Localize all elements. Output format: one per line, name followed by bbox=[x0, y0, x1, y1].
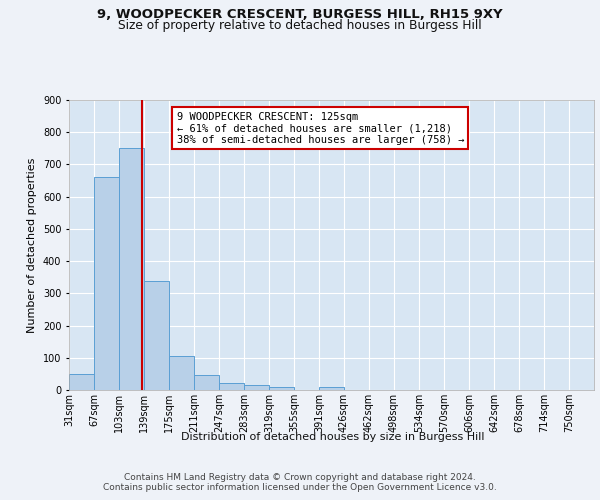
Text: Size of property relative to detached houses in Burgess Hill: Size of property relative to detached ho… bbox=[118, 18, 482, 32]
Y-axis label: Number of detached properties: Number of detached properties bbox=[28, 158, 37, 332]
Bar bbox=[194, 374, 219, 390]
Text: Distribution of detached houses by size in Burgess Hill: Distribution of detached houses by size … bbox=[181, 432, 485, 442]
Text: Contains HM Land Registry data © Crown copyright and database right 2024.: Contains HM Land Registry data © Crown c… bbox=[124, 472, 476, 482]
Bar bbox=[244, 386, 269, 390]
Bar bbox=[169, 356, 194, 390]
Bar bbox=[319, 388, 344, 390]
Bar bbox=[94, 178, 119, 390]
Bar bbox=[269, 387, 294, 390]
Text: Contains public sector information licensed under the Open Government Licence v3: Contains public sector information licen… bbox=[103, 482, 497, 492]
Text: 9, WOODPECKER CRESCENT, BURGESS HILL, RH15 9XY: 9, WOODPECKER CRESCENT, BURGESS HILL, RH… bbox=[97, 8, 503, 20]
Text: 9 WOODPECKER CRESCENT: 125sqm
← 61% of detached houses are smaller (1,218)
38% o: 9 WOODPECKER CRESCENT: 125sqm ← 61% of d… bbox=[176, 112, 464, 145]
Bar bbox=[119, 148, 144, 390]
Bar bbox=[219, 382, 244, 390]
Bar bbox=[144, 281, 169, 390]
Bar bbox=[69, 374, 94, 390]
